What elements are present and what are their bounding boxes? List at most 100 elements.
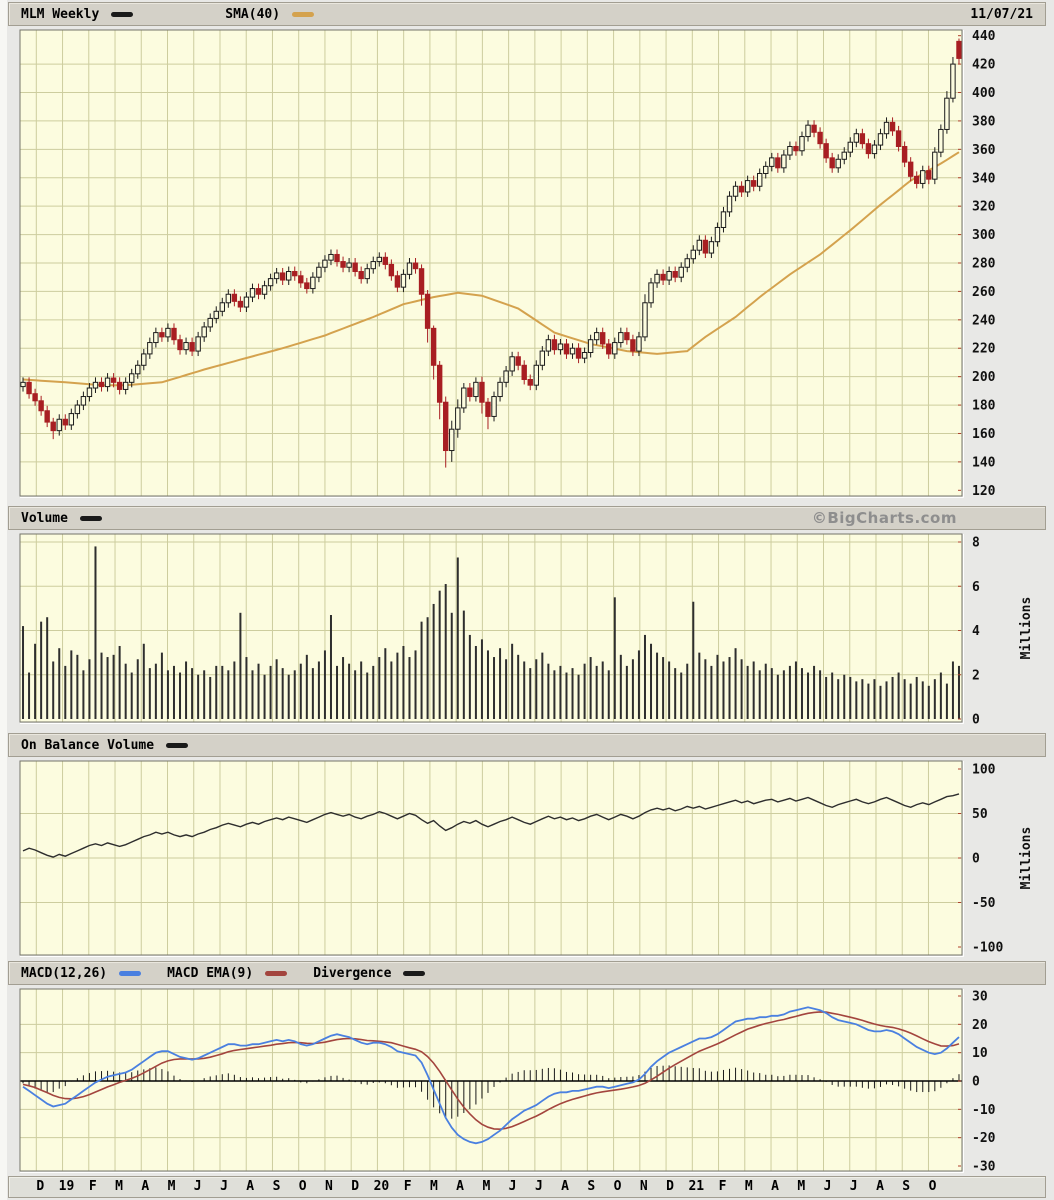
time-axis-label: O xyxy=(928,1179,937,1194)
svg-text:30: 30 xyxy=(972,990,988,1005)
sma-swatch-icon xyxy=(292,11,315,17)
time-axis-label: F xyxy=(88,1179,97,1194)
time-axis-label: N xyxy=(639,1179,648,1194)
svg-text:-20: -20 xyxy=(972,1131,996,1146)
macd-ema-label: MACD EMA(9) xyxy=(167,965,254,981)
time-axis-label: A xyxy=(876,1179,884,1194)
svg-text:50: 50 xyxy=(972,807,988,822)
time-axis-label: F xyxy=(718,1179,727,1194)
time-axis-label: S xyxy=(902,1179,911,1194)
macd-legend: MACD(12,26) xyxy=(21,965,142,981)
svg-text:260: 260 xyxy=(972,285,996,300)
svg-text:340: 340 xyxy=(972,171,996,186)
svg-text:4: 4 xyxy=(972,624,980,639)
time-axis-label: O xyxy=(613,1179,622,1194)
time-axis-label: 19 xyxy=(58,1179,75,1194)
volume-legend: Volume xyxy=(21,511,102,526)
volume-legend-bar: Volume ©BigCharts.com xyxy=(8,506,1046,530)
svg-text:120: 120 xyxy=(972,484,996,499)
bigcharts-brand: ©BigCharts.com xyxy=(811,509,957,527)
volume-swatch-icon xyxy=(79,515,102,521)
svg-text:Millions: Millions xyxy=(1019,597,1034,660)
time-axis-label: 21 xyxy=(688,1179,705,1194)
svg-text:360: 360 xyxy=(972,143,996,158)
macd-ema-swatch-icon xyxy=(265,970,288,976)
svg-text:320: 320 xyxy=(972,200,996,215)
time-axis-label: J xyxy=(508,1179,517,1194)
time-axis-label: J xyxy=(534,1179,543,1194)
svg-text:0: 0 xyxy=(972,852,980,867)
time-axis-label: J xyxy=(849,1179,858,1194)
svg-text:300: 300 xyxy=(972,228,996,243)
svg-text:-30: -30 xyxy=(972,1159,996,1173)
svg-text:6: 6 xyxy=(972,580,980,595)
time-axis-label: D xyxy=(36,1179,45,1194)
time-axis-label: S xyxy=(587,1179,596,1194)
svg-text:8: 8 xyxy=(972,536,980,551)
svg-text:0: 0 xyxy=(972,713,980,728)
divergence-swatch-icon xyxy=(403,970,426,976)
price-panel-chart: 440 420 400 380 360 340 320 300 280 260 240 220 200 1… xyxy=(19,29,996,499)
time-axis-label: F xyxy=(403,1179,412,1194)
divergence-legend: Divergence xyxy=(313,965,426,981)
time-axis-label: S xyxy=(272,1179,281,1194)
svg-text:100: 100 xyxy=(972,763,996,778)
time-axis-label: J xyxy=(220,1179,228,1194)
time-axis-label: M xyxy=(115,1179,123,1194)
price-series-swatch-icon xyxy=(111,11,134,17)
time-axis-label: D xyxy=(666,1179,675,1194)
time-axis-label: A xyxy=(246,1179,255,1194)
svg-text:220: 220 xyxy=(972,342,996,357)
time-axis-label: A xyxy=(141,1179,150,1194)
time-axis-label: 20 xyxy=(373,1179,390,1194)
svg-text:20: 20 xyxy=(972,1018,988,1033)
macd-panel-chart: 30 20 10 0 -10 -20 -30 xyxy=(19,988,996,1173)
svg-text:Millions: Millions xyxy=(1019,827,1034,890)
macd-ema-legend: MACD EMA(9) xyxy=(167,965,288,981)
time-axis-label: M xyxy=(744,1179,753,1194)
time-axis-label: J xyxy=(823,1179,832,1194)
time-axis-label: M xyxy=(797,1179,806,1194)
time-axis-label: M xyxy=(429,1179,438,1194)
time-axis-bar: D 19 F M A M J J A S O N D 20 F M A M J J A S O N D 21 F M A M J J A S O xyxy=(8,1176,1046,1198)
svg-text:420: 420 xyxy=(972,58,996,73)
time-axis-label: A xyxy=(456,1179,465,1194)
volume-panel-chart: 8 6 4 2 0 Millions xyxy=(19,533,1034,728)
time-axis-label: N xyxy=(324,1179,333,1194)
svg-text:200: 200 xyxy=(972,370,996,385)
obv-legend-bar: On Balance Volume xyxy=(8,733,1046,757)
svg-text:-50: -50 xyxy=(972,896,996,911)
svg-text:160: 160 xyxy=(972,427,996,442)
macd-swatch-icon xyxy=(119,970,142,976)
svg-text:180: 180 xyxy=(972,399,996,414)
time-axis-label: O xyxy=(298,1179,307,1194)
price-legend-bar: MLM Weekly SMA(40) 11/07/21 xyxy=(8,2,1046,26)
svg-text:280: 280 xyxy=(972,256,996,271)
svg-text:400: 400 xyxy=(972,86,996,101)
obv-swatch-icon xyxy=(166,742,189,748)
volume-label: Volume xyxy=(21,510,68,526)
macd-label: MACD(12,26) xyxy=(21,965,108,981)
macd-legend-bar: MACD(12,26) MACD EMA(9) Divergence xyxy=(8,961,1046,985)
svg-text:380: 380 xyxy=(972,114,996,129)
svg-text:-100: -100 xyxy=(972,941,1003,956)
sma-legend: SMA(40) xyxy=(225,6,315,22)
obv-legend: On Balance Volume xyxy=(21,737,189,753)
symbol-series-label: MLM Weekly xyxy=(21,6,100,22)
svg-text:10: 10 xyxy=(972,1046,988,1061)
obv-label: On Balance Volume xyxy=(21,737,155,753)
svg-text:0: 0 xyxy=(972,1074,980,1089)
sma-label: SMA(40) xyxy=(225,6,281,22)
time-axis-label: A xyxy=(561,1179,570,1194)
svg-text:140: 140 xyxy=(972,455,996,470)
time-axis-label: J xyxy=(193,1179,202,1194)
price-series-legend: MLM Weekly xyxy=(21,6,134,22)
time-axis-label: M xyxy=(167,1179,176,1194)
obv-panel-chart: 100 50 0 -50 -100 Millions xyxy=(19,760,1034,957)
svg-text:2: 2 xyxy=(972,668,980,683)
chart-date: 11/07/21 xyxy=(970,6,1033,22)
svg-text:240: 240 xyxy=(972,313,996,328)
divergence-label: Divergence xyxy=(313,965,392,981)
time-axis-label: D xyxy=(351,1179,360,1194)
